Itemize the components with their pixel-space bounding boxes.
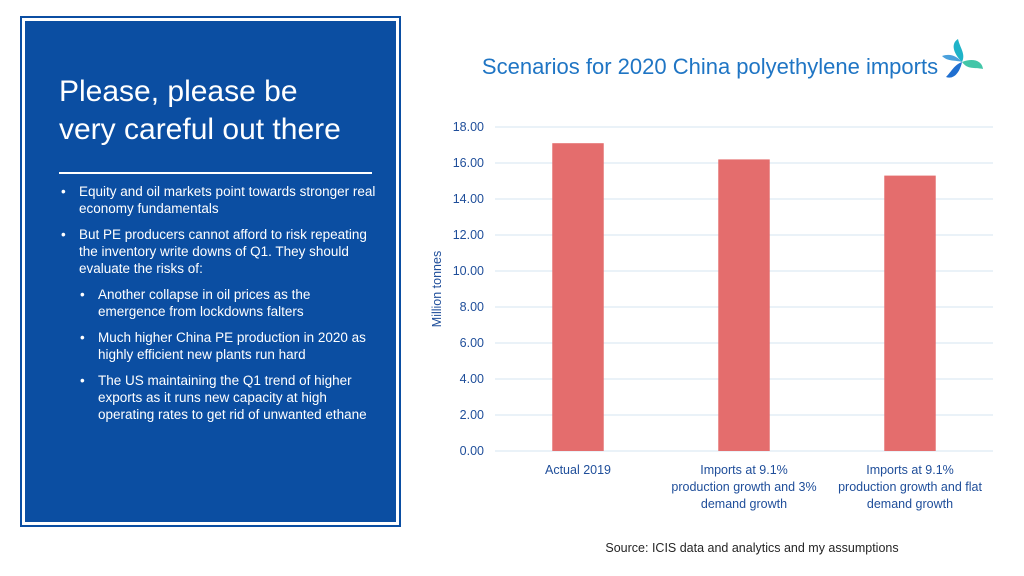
y-tick-label: 12.00 [453,228,484,242]
x-tick-label: Imports at 9.1% [866,463,954,477]
x-tick-label: Imports at 9.1% [700,463,788,477]
bullet-item: Equity and oil markets point towards str… [59,183,377,217]
sub-bullet-item: Much higher China PE production in 2020 … [78,329,377,363]
y-tick-label: 14.00 [453,192,484,206]
y-tick-label: 0.00 [460,444,484,458]
x-tick-label: demand growth [867,497,953,511]
x-tick-label: production growth and flat [838,480,982,494]
y-tick-label: 4.00 [460,372,484,386]
chart-title: Scenarios for 2020 China polyethylene im… [481,54,939,79]
panel-divider [59,172,372,174]
bar [718,159,770,451]
sub-bullet-item: Another collapse in oil prices as the em… [78,286,377,320]
y-tick-label: 18.00 [453,120,484,134]
bar [552,143,604,451]
source-note: Source: ICIS data and analytics and my a… [605,541,899,555]
y-tick-label: 8.00 [460,300,484,314]
y-tick-label: 10.00 [453,264,484,278]
x-tick-label: Actual 2019 [545,463,611,477]
y-tick-label: 2.00 [460,408,484,422]
company-logo-icon [942,39,983,78]
bullet-item: But PE producers cannot afford to risk r… [59,226,377,277]
text-panel: Please, please be very careful out there… [20,16,401,527]
x-tick-label: demand growth [701,497,787,511]
y-tick-label: 6.00 [460,336,484,350]
bullet-list: Equity and oil markets point towards str… [59,183,377,432]
y-tick-label: 16.00 [453,156,484,170]
x-tick-label: production growth and 3% [671,480,816,494]
panel-title: Please, please be very careful out there [59,75,341,146]
bar [884,175,936,451]
sub-bullet-item: The US maintaining the Q1 trend of highe… [78,372,377,423]
y-axis-label: Million tonnes [430,251,444,327]
